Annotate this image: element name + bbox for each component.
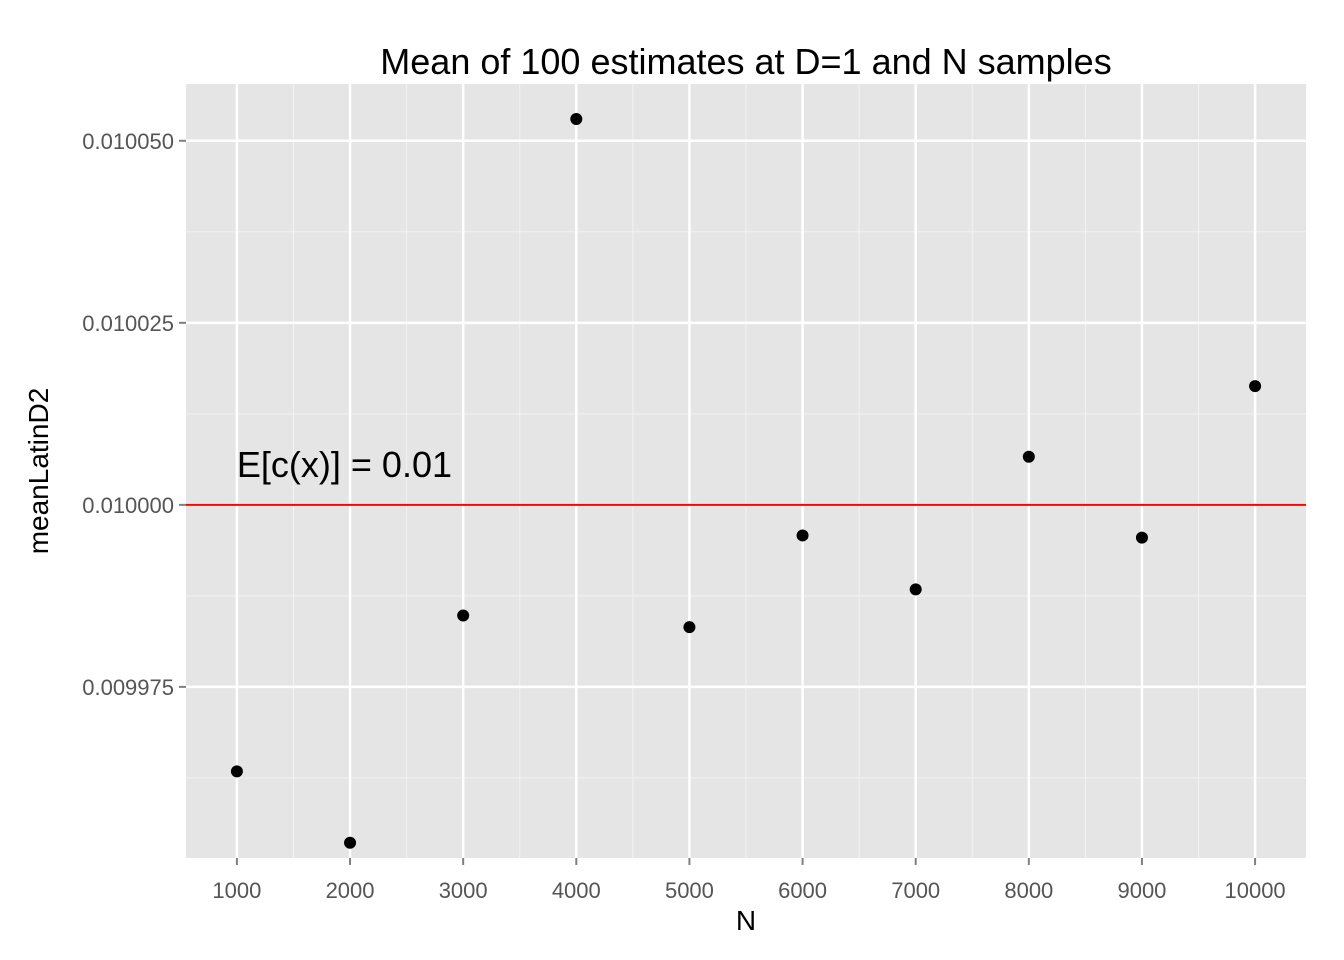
x-axis: 1000 2000 3000 4000 5000 6000 7000 8000 9000 1000… bbox=[212, 858, 1286, 903]
data-point bbox=[1135, 531, 1148, 544]
data-point bbox=[230, 765, 243, 778]
data-point bbox=[683, 621, 696, 634]
x-tick-label: 3000 bbox=[439, 878, 488, 903]
x-tick-label: 5000 bbox=[665, 878, 714, 903]
data-point bbox=[796, 529, 809, 542]
x-tick-label: 8000 bbox=[1004, 878, 1053, 903]
chart-title: Mean of 100 estimates at D=1 and N sampl… bbox=[380, 41, 1111, 82]
x-tick-label: 4000 bbox=[552, 878, 601, 903]
y-tick-label: 0.010000 bbox=[82, 493, 174, 518]
data-point bbox=[457, 609, 470, 622]
x-tick-label: 7000 bbox=[891, 878, 940, 903]
y-axis: 0.009975 0.010000 0.010025 0.010050 bbox=[82, 129, 186, 700]
data-point bbox=[1022, 450, 1035, 463]
y-tick-label: 0.010050 bbox=[82, 129, 174, 154]
y-axis-title: meanLatinD2 bbox=[23, 388, 54, 555]
y-tick-label: 0.010025 bbox=[82, 311, 174, 336]
data-point bbox=[1249, 380, 1262, 393]
x-tick-label: 6000 bbox=[778, 878, 827, 903]
x-tick-label: 9000 bbox=[1117, 878, 1166, 903]
x-tick-label: 2000 bbox=[326, 878, 375, 903]
data-point bbox=[570, 112, 583, 125]
data-point bbox=[909, 583, 922, 596]
x-axis-title: N bbox=[736, 905, 756, 936]
data-point bbox=[344, 836, 357, 849]
minor-grid bbox=[186, 84, 1306, 858]
x-tick-label: 1000 bbox=[212, 878, 261, 903]
annotation-label: E[c(x)] = 0.01 bbox=[237, 444, 452, 485]
major-grid bbox=[186, 84, 1306, 858]
data-points bbox=[230, 112, 1262, 849]
x-tick-label: 10000 bbox=[1224, 878, 1285, 903]
y-tick-label: 0.009975 bbox=[82, 675, 174, 700]
